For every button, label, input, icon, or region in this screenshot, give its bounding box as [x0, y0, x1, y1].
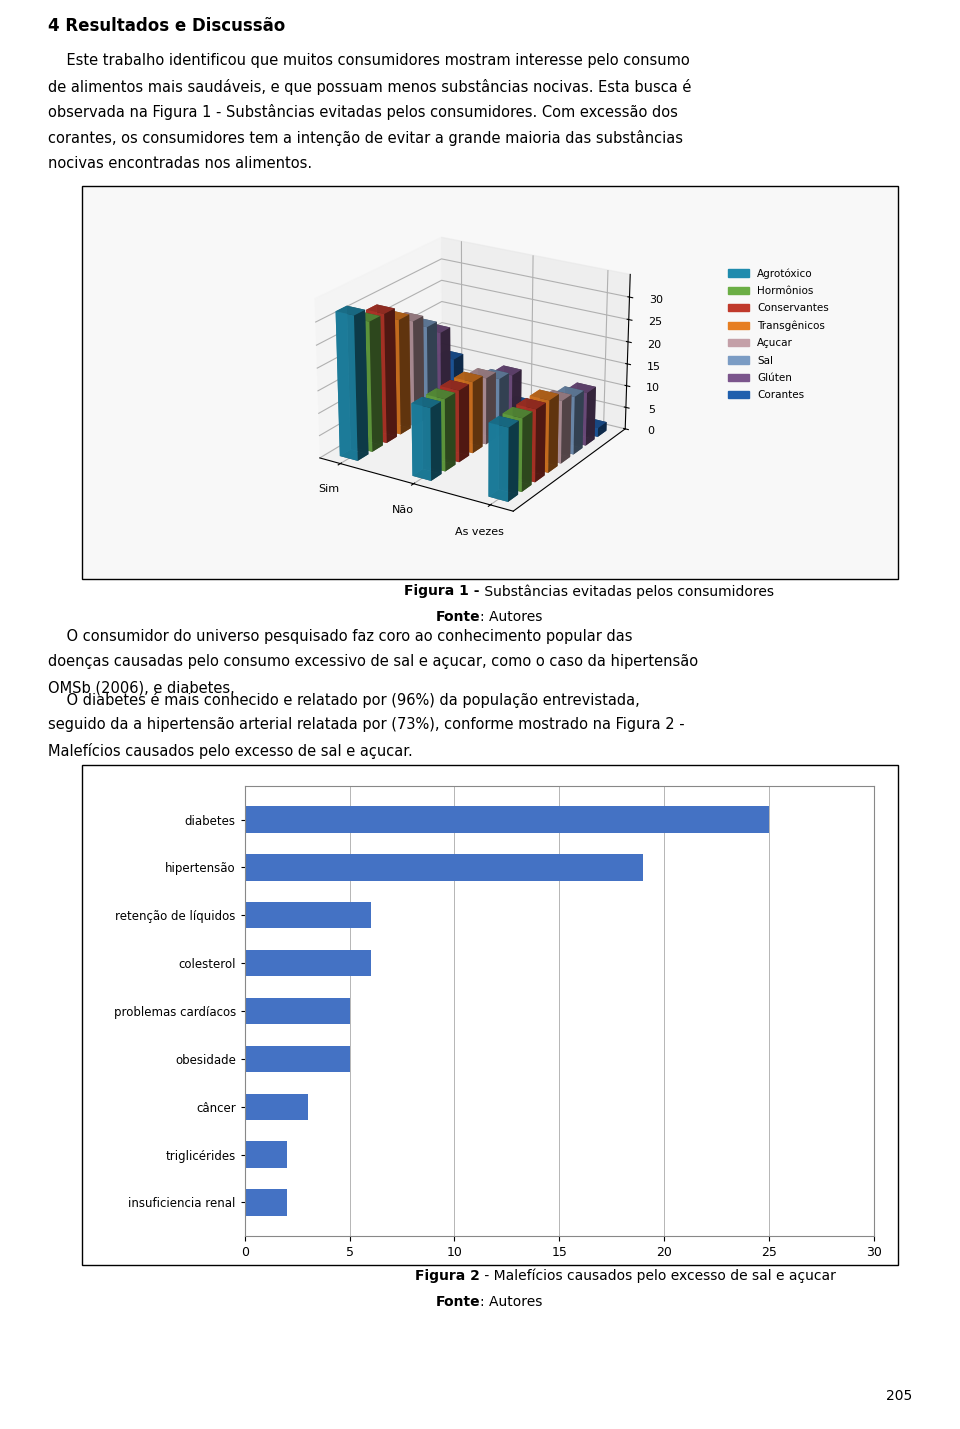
Text: doenças causadas pelo consumo excessivo de sal e açucar, como o caso da hiperten: doenças causadas pelo consumo excessivo … [48, 654, 698, 669]
Text: : Autores: : Autores [480, 1295, 542, 1309]
Bar [245, 1189, 287, 1216]
Bar [245, 950, 371, 976]
Text: - Malefícios causados pelo excesso de sal e açucar: - Malefícios causados pelo excesso de sa… [480, 1269, 836, 1283]
Text: Figura 1 -: Figura 1 - [404, 584, 480, 599]
FancyBboxPatch shape [82, 765, 898, 1265]
Text: Fonte: Fonte [436, 610, 480, 624]
Text: de alimentos mais saudáveis, e que possuam menos substâncias nocivas. Esta busca: de alimentos mais saudáveis, e que possu… [48, 79, 691, 94]
Bar [245, 806, 769, 833]
Text: O consumidor do universo pesquisado faz coro ao conhecimento popular das: O consumidor do universo pesquisado faz … [48, 629, 633, 643]
Bar [245, 855, 643, 880]
Bar [245, 997, 349, 1025]
Text: Fonte: Fonte [436, 1295, 480, 1309]
Text: Este trabalho identificou que muitos consumidores mostram interesse pelo consumo: Este trabalho identificou que muitos con… [48, 53, 689, 67]
Bar [245, 1046, 349, 1072]
Text: Figura 2: Figura 2 [415, 1269, 480, 1283]
Bar [245, 902, 371, 929]
Text: : Autores: : Autores [480, 610, 542, 624]
Text: nocivas encontradas nos alimentos.: nocivas encontradas nos alimentos. [48, 156, 312, 170]
Text: Substâncias evitadas pelos consumidores: Substâncias evitadas pelos consumidores [480, 584, 774, 599]
Text: O diabetes é mais conhecido e relatado por (96%) da população entrevistada,: O diabetes é mais conhecido e relatado p… [48, 692, 639, 707]
Bar [245, 1093, 307, 1120]
Text: 4 Resultados e Discussão: 4 Resultados e Discussão [48, 17, 285, 36]
Text: observada na Figura 1 - Substâncias evitadas pelos consumidores. Com excessão do: observada na Figura 1 - Substâncias evit… [48, 104, 678, 120]
Legend: Agrotóxico, Hormônios, Conservantes, Transgênicos, Açucar, Sal, Glúten, Corantes: Agrotóxico, Hormônios, Conservantes, Tra… [724, 264, 833, 404]
Text: seguido da a hipertensão arterial relatada por (73%), conforme mostrado na Figur: seguido da a hipertensão arterial relata… [48, 717, 684, 732]
Text: 205: 205 [886, 1389, 912, 1403]
Bar [245, 1142, 287, 1167]
FancyBboxPatch shape [82, 186, 898, 579]
Text: Malefícios causados pelo excesso de sal e açucar.: Malefícios causados pelo excesso de sal … [48, 743, 413, 759]
Text: corantes, os consumidores tem a intenção de evitar a grande maioria das substânc: corantes, os consumidores tem a intenção… [48, 130, 683, 146]
Text: OMSb (2006), e diabetes.: OMSb (2006), e diabetes. [48, 680, 235, 694]
